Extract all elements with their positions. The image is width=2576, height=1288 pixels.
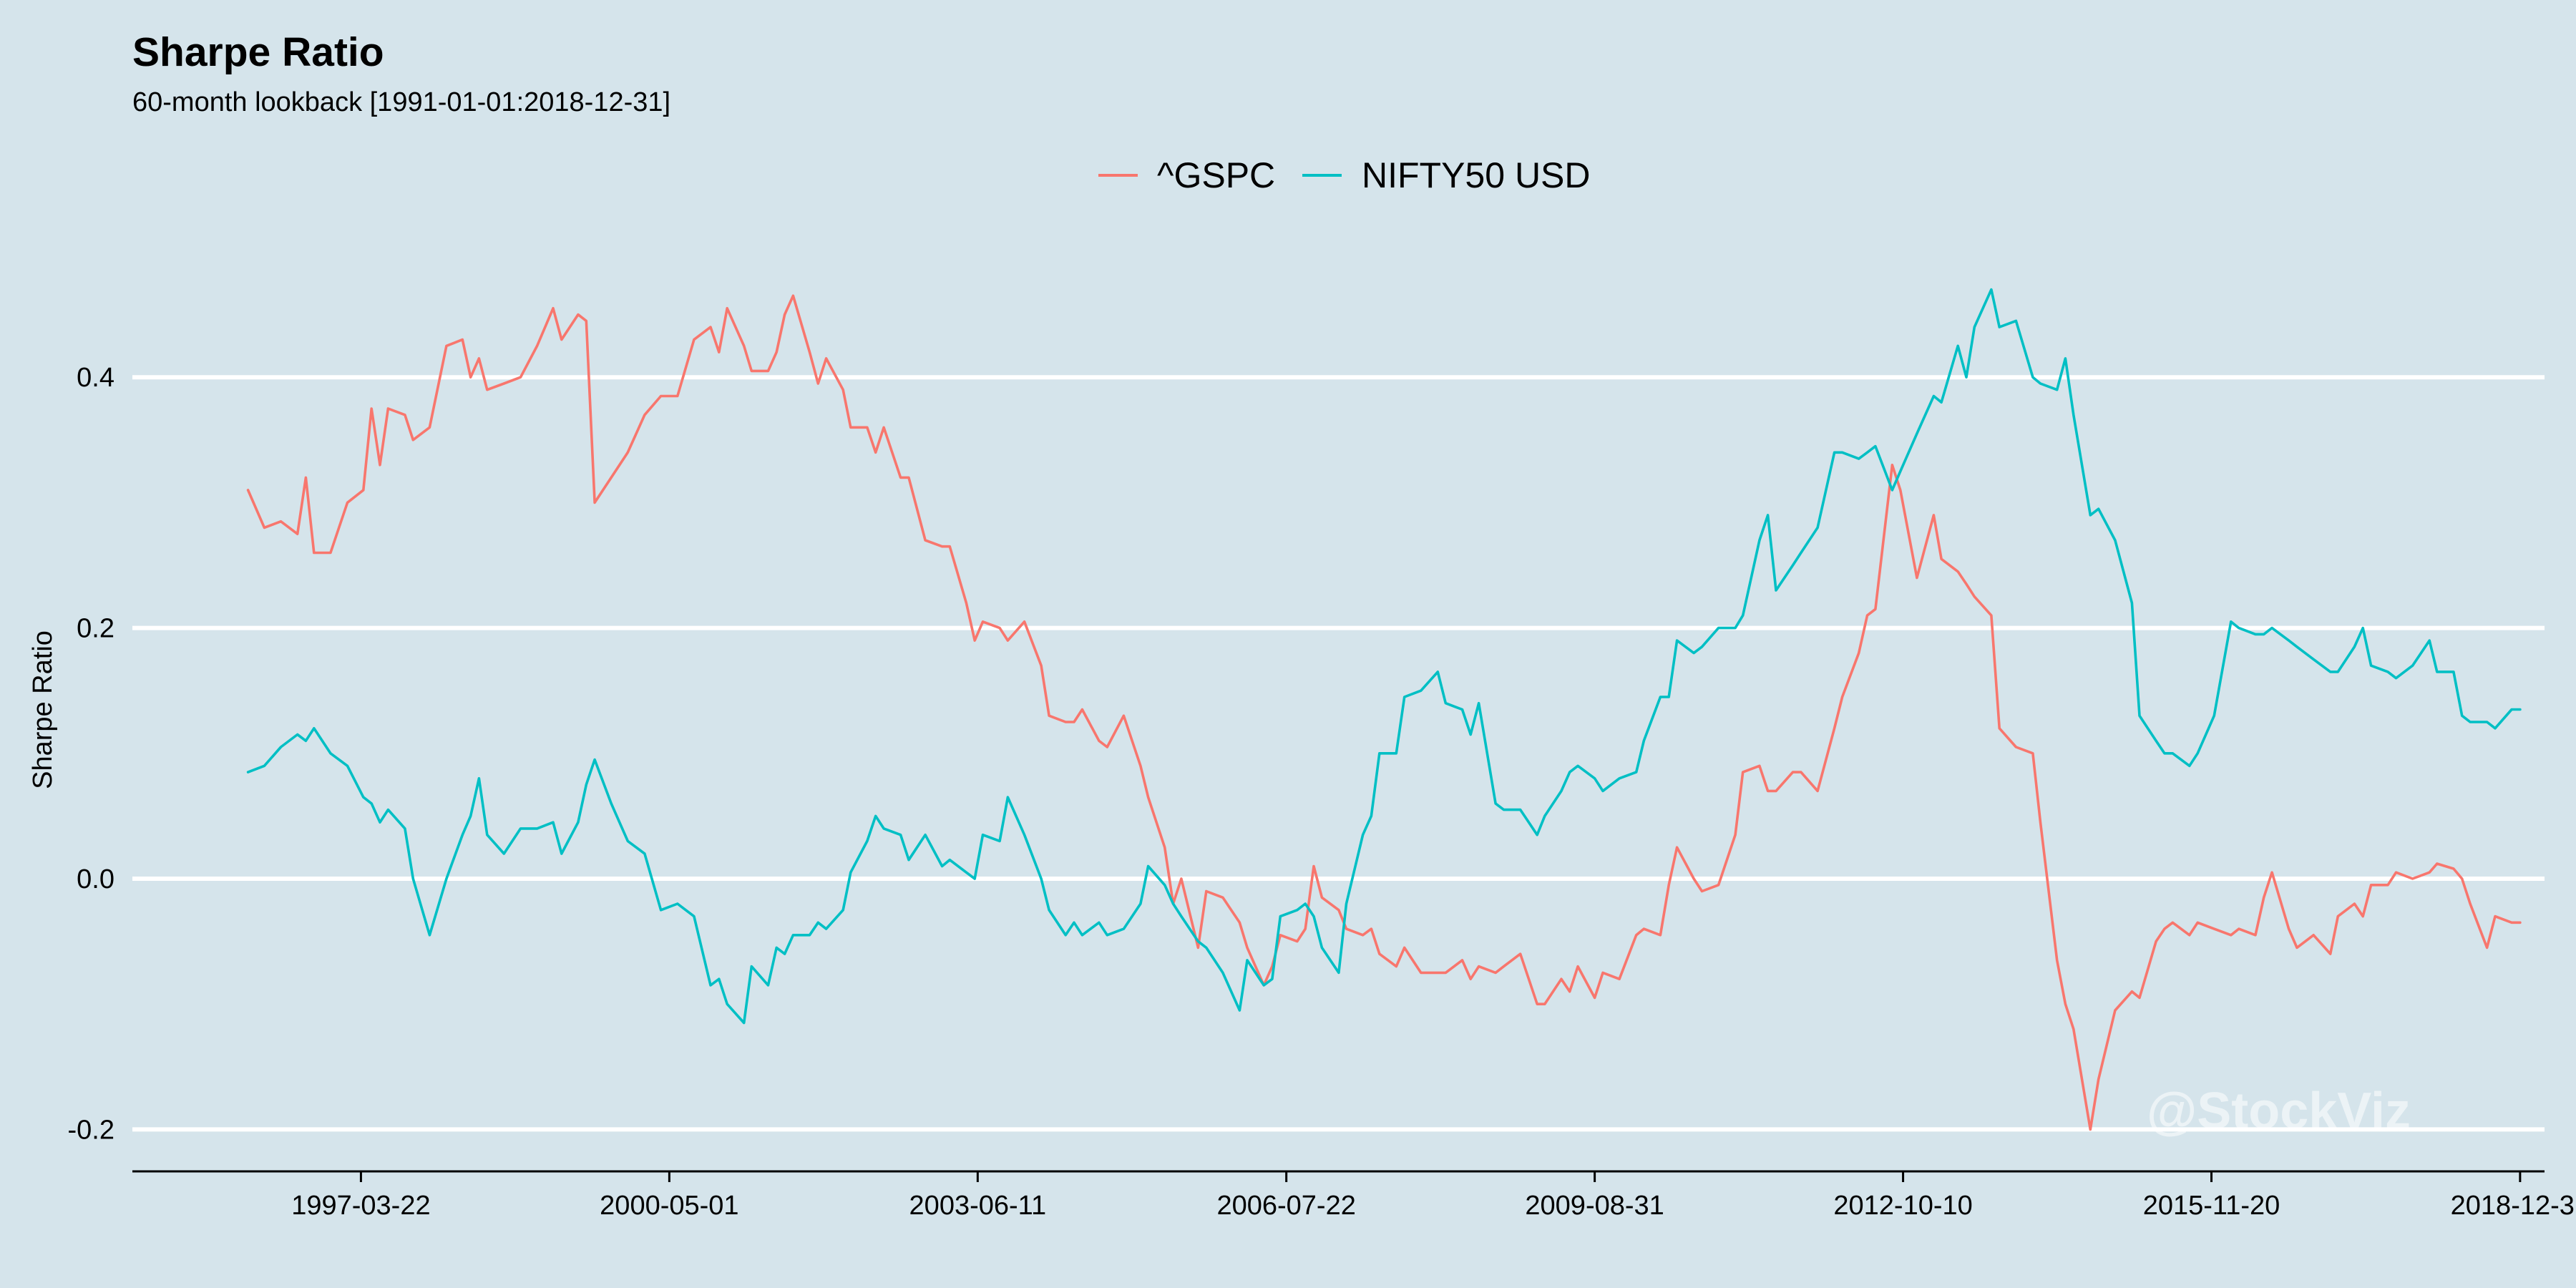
x-tick-label: 2012-10-10 [1833,1191,1972,1221]
series-line-gspc [246,294,2522,1131]
x-tick-label: 2009-08-31 [1525,1191,1664,1221]
x-tick-label: 2006-07-22 [1216,1191,1355,1221]
x-tick-label: 2018-12-31 [2451,1191,2576,1221]
x-tick-label: 2003-06-11 [909,1191,1047,1221]
x-tick-label: 1997-03-22 [291,1191,430,1221]
x-tick-label: 2015-11-20 [2143,1191,2280,1221]
y-tick-label: 0.4 [77,363,114,393]
series-layer [246,288,2522,1131]
y-tick-label: -0.2 [68,1115,114,1145]
x-tick-label: 2000-05-01 [600,1191,738,1221]
y-tick-labels: -0.2 0.0 0.2 0.4 [68,363,114,1145]
y-gridlines [132,375,2545,1132]
series-line-nifty50-usd [246,288,2522,1025]
legend: ^GSPC NIFTY50 USD [1098,155,1591,195]
x-axis-ticks: 1997-03-22 2000-05-01 2003-06-11 2006-07-22… [291,1171,2576,1221]
chart-title: Sharpe Ratio [132,29,384,75]
chart-subtitle: 60-month lookback [1991-01-01:2018-12-31… [132,87,670,117]
legend-label-gspc: ^GSPC [1157,155,1275,195]
legend-label-nifty50-usd: NIFTY50 USD [1362,155,1591,195]
watermark: @StockViz [2147,1083,2411,1140]
y-tick-label: 0.0 [77,864,114,894]
y-axis-label: Sharpe Ratio [28,630,58,789]
y-tick-label: 0.2 [77,614,114,644]
